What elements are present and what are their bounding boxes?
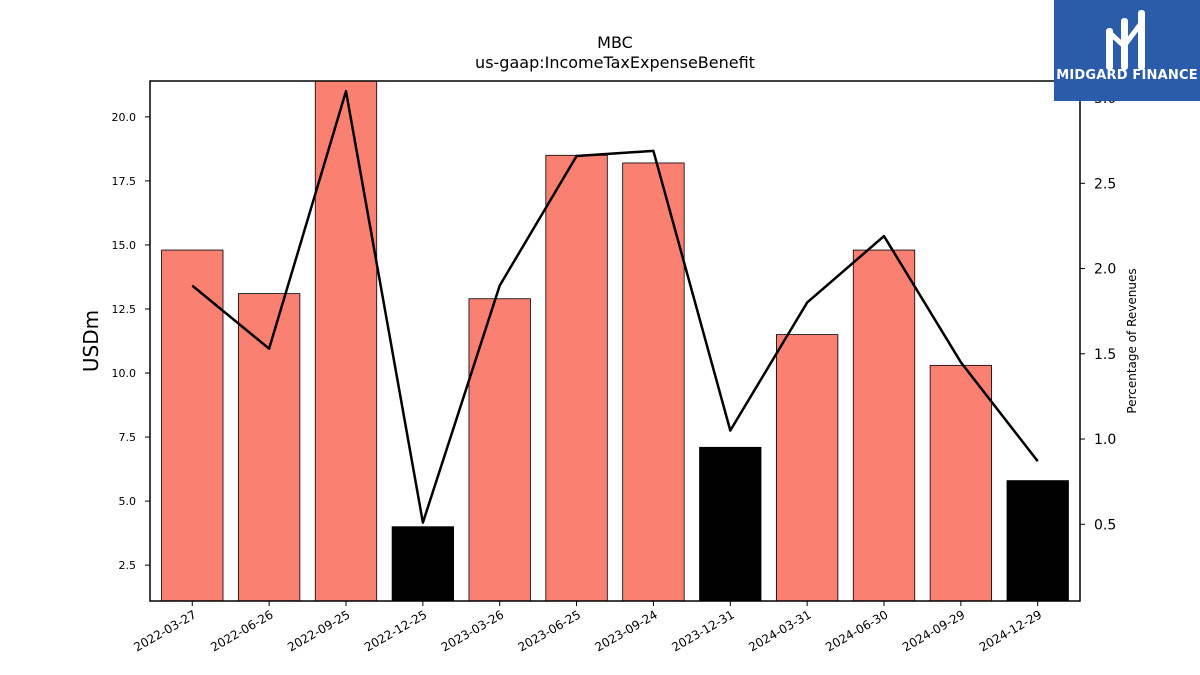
bar	[237, 293, 301, 602]
x-tick-label: 2022-06-26	[208, 607, 275, 654]
bar	[929, 364, 993, 602]
y-tick-label: 15.0	[112, 239, 137, 252]
bar	[776, 334, 839, 602]
x-tick-label: 2023-09-24	[593, 607, 660, 654]
y-tick-label: 12.5	[112, 303, 137, 316]
x-tick-label: 2022-12-25	[362, 607, 429, 654]
y2-tick-label: 0.5	[1094, 517, 1116, 533]
y2-tick-label: 2.5	[1094, 176, 1116, 192]
logo-text: MIDGARD FINANCE	[1056, 68, 1198, 83]
x-tick-label: 2024-12-29	[977, 607, 1044, 654]
bar	[699, 446, 762, 602]
x-tick-label: 2023-06-25	[516, 607, 583, 654]
logo-icon	[1106, 10, 1145, 70]
y-tick-label: 7.5	[119, 431, 137, 444]
y-axis-label: USDm	[79, 310, 103, 372]
y2-tick-label: 1.5	[1094, 347, 1116, 363]
chart-title: MBC	[597, 33, 633, 52]
bar	[1006, 480, 1069, 602]
x-tick-label: 2023-03-26	[439, 607, 506, 654]
y-tick-label: 2.5	[119, 559, 137, 572]
bar	[622, 162, 685, 602]
bar	[545, 154, 608, 602]
y-tick-label: 5.0	[119, 495, 137, 508]
x-tick-label: 2022-03-27	[131, 607, 198, 654]
chart-subtitle: us-gaap:IncomeTaxExpenseBenefit	[475, 53, 755, 72]
plot-frame	[149, 80, 1081, 602]
brand-logo: MIDGARD FINANCE	[1054, 0, 1200, 101]
percentage-line	[191, 89, 1039, 524]
bar	[468, 298, 531, 602]
y2-axis-label: Percentage of Revenues	[1125, 268, 1139, 413]
y-tick-label: 17.5	[112, 175, 137, 188]
y2-tick-label: 2.0	[1094, 262, 1116, 278]
bar	[852, 249, 916, 602]
bar	[391, 526, 454, 602]
x-tick-label: 2024-09-29	[900, 607, 967, 654]
bar	[314, 80, 378, 602]
x-tick-label: 2023-12-31	[669, 607, 736, 654]
y-tick-label: 10.0	[112, 367, 137, 380]
x-tick-label: 2024-03-31	[746, 607, 813, 654]
y-tick-label: 20.0	[112, 111, 137, 124]
x-tick-label: 2024-06-30	[823, 607, 890, 654]
bar	[161, 249, 224, 602]
y2-tick-label: 1.0	[1094, 432, 1116, 448]
x-tick-label: 2022-09-25	[285, 607, 352, 654]
